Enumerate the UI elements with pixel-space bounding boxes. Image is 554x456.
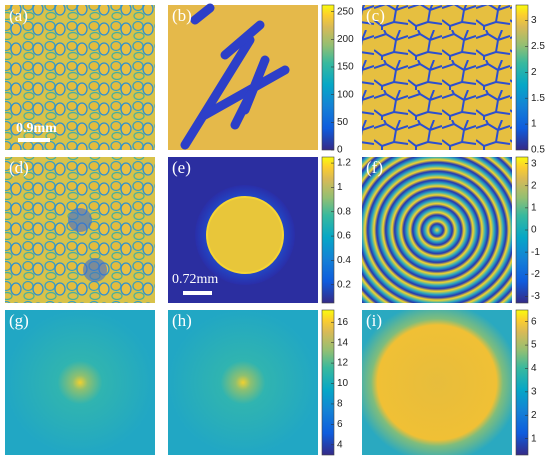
- tick-label: 14: [337, 337, 349, 348]
- panel-label: (f): [366, 158, 383, 177]
- panel-label: (c): [366, 6, 385, 25]
- tick-label: 5: [531, 340, 537, 351]
- colorbar: [322, 5, 334, 150]
- panel-label: (g): [9, 311, 29, 330]
- tick-label: 1: [337, 182, 343, 193]
- tick-label: 6: [337, 419, 343, 430]
- cluster: [83, 258, 107, 282]
- tick-label: 0: [337, 145, 343, 156]
- tick-label: 6: [531, 316, 537, 327]
- tick-label: 10: [337, 378, 349, 389]
- scale-label: 0.9mm: [16, 121, 57, 136]
- tick-label: 0.4: [337, 255, 351, 266]
- cluster: [68, 208, 92, 232]
- panel-label: (i): [366, 311, 382, 330]
- tick-label: 3: [531, 386, 537, 397]
- image: [168, 310, 318, 455]
- tick-label: 1: [531, 119, 537, 130]
- panel-label: (h): [172, 311, 192, 330]
- colorbar: [322, 310, 334, 455]
- colorbar: [516, 5, 528, 150]
- tick-label: 50: [337, 117, 349, 128]
- tick-label: 1: [531, 433, 537, 444]
- tick-label: 2: [531, 410, 537, 421]
- tick-label: 4: [337, 439, 343, 450]
- colorbar: [322, 157, 334, 303]
- tick-label: 100: [337, 89, 354, 100]
- tick-label: 3: [531, 158, 537, 169]
- tick-label: -2: [531, 269, 540, 280]
- panel-label: (d): [9, 158, 29, 177]
- tick-label: 0: [531, 225, 537, 236]
- tick-label: 1.2: [337, 158, 351, 169]
- image: [362, 5, 512, 150]
- panel-label: (e): [172, 158, 191, 177]
- tick-label: 150: [337, 62, 354, 73]
- tick-label: 2: [531, 180, 537, 191]
- panel-label: (a): [9, 6, 28, 25]
- tick-label: -1: [531, 247, 540, 258]
- image: [362, 310, 512, 455]
- scale-label: 0.72mm: [172, 272, 218, 287]
- tick-label: 4: [531, 363, 537, 374]
- tick-label: 200: [337, 34, 354, 45]
- tick-label: 0.5: [531, 145, 545, 156]
- tick-label: 0.8: [337, 206, 351, 217]
- tick-label: 8: [337, 399, 343, 410]
- image: [362, 157, 512, 303]
- tick-label: 2: [531, 67, 537, 78]
- disc: [207, 197, 283, 273]
- tick-label: 16: [337, 317, 349, 328]
- tick-label: 1: [531, 203, 537, 214]
- tick-label: 2.5: [531, 41, 545, 52]
- tick-label: 3: [531, 15, 537, 26]
- tick-label: 0.2: [337, 279, 351, 290]
- tick-label: -3: [531, 291, 540, 302]
- tick-label: 0.6: [337, 231, 351, 242]
- tick-label: 1.5: [531, 93, 545, 104]
- colorbar: [516, 310, 528, 455]
- tick-label: 12: [337, 358, 349, 369]
- tick-label: 250: [337, 6, 354, 17]
- panel-label: (b): [172, 6, 192, 25]
- figure: 0.9mm 0.72mm (a) (b) (c) (d) (e) (f) (g) (h) (i)…: [0, 0, 554, 456]
- image: [5, 310, 155, 455]
